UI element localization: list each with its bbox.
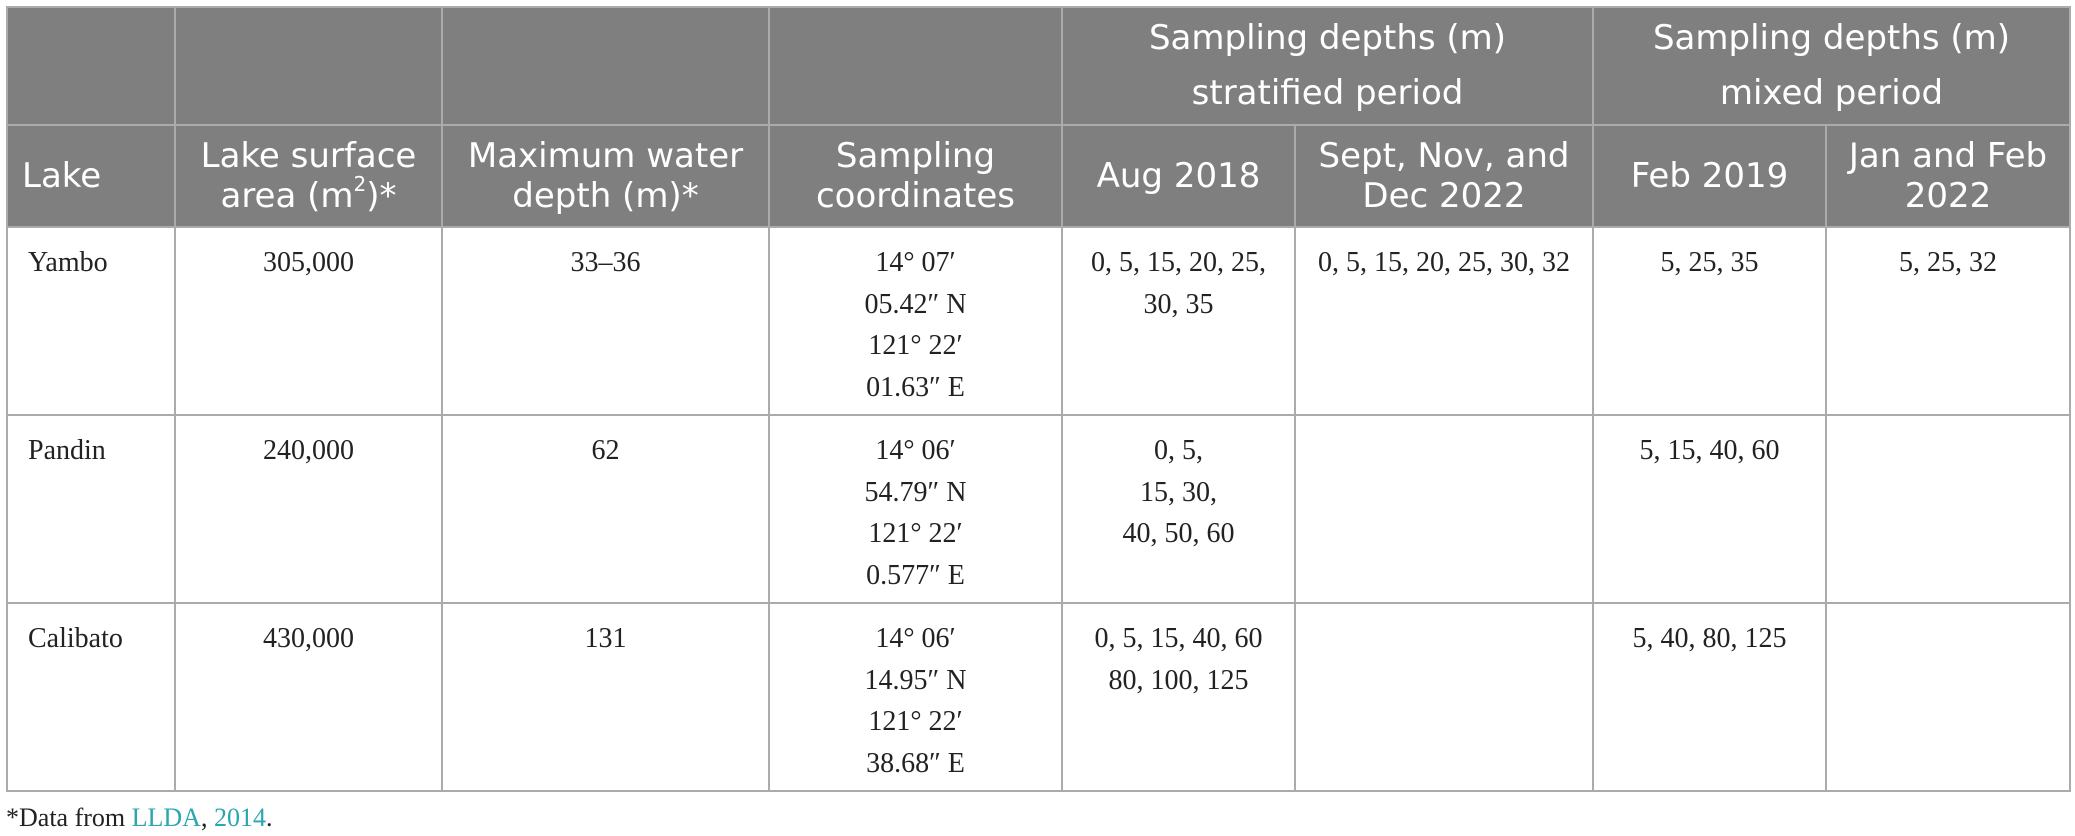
cell-lake: Calibato <box>6 602 176 792</box>
header-blank-3 <box>441 6 770 126</box>
cell-feb2019: 5, 40, 80, 125 <box>1592 602 1827 792</box>
header-surface-area-sup: 2 <box>353 171 367 196</box>
header-surface-area-end: )* <box>366 176 397 216</box>
footnote-link-2014[interactable]: 2014 <box>213 803 266 832</box>
header-coords: Sampling coordinates <box>768 124 1063 228</box>
cell-line: 80, 100, 125 <box>1108 664 1249 696</box>
header-sept-dec2022: Sept, Nov, and Dec 2022 <box>1294 124 1594 228</box>
cell-line: 5, 25, 32 <box>1899 247 1997 278</box>
cell-jan-feb2022 <box>1825 602 2071 792</box>
cell-aug2018: 0, 5, 15, 40, 60 80, 100, 125 <box>1061 602 1296 792</box>
table-body: Yambo 305,000 33–36 14° 07′ 05.42″ N 121° 22′… <box>6 226 2071 792</box>
cell-sept-dec2022 <box>1294 414 1594 604</box>
header-group-mixed: Sampling depths (m) mixed period <box>1592 6 2071 126</box>
cell-line: 01.63″ E <box>866 371 965 403</box>
table-container: Sampling depths (m) stratified period Sa… <box>6 6 2071 792</box>
header-jan-feb2022: Jan and Feb 2022 <box>1825 124 2071 228</box>
cell-depth: 62 <box>441 414 770 604</box>
footnote: *Data from LLDA, 2014. <box>6 803 272 833</box>
cell-line: 0.577″ E <box>866 559 965 591</box>
cell-line: 14° 07′ <box>875 247 956 278</box>
cell-sept-dec2022 <box>1294 602 1594 792</box>
cell-coords: 14° 06′ 14.95″ N 121° 22′ 38.68″ E <box>768 602 1063 792</box>
header-blank-4 <box>768 6 1063 126</box>
table-row: Calibato 430,000 131 14° 06′ 14.95″ N 121° 22… <box>6 602 2071 792</box>
cell-jan-feb2022: 5, 25, 32 <box>1825 226 2071 416</box>
cell-line: 38.68″ E <box>866 747 965 779</box>
header-group-stratified: Sampling depths (m) stratified period <box>1061 6 1594 126</box>
cell-line: 0, 5, 15, 20, 25, 30, 32 <box>1318 247 1570 278</box>
cell-depth: 33–36 <box>441 226 770 416</box>
header-feb2019: Feb 2019 <box>1592 124 1827 228</box>
cell-line: 5, 40, 80, 125 <box>1632 623 1787 654</box>
cell-line: 0, 5, <box>1154 435 1203 466</box>
cell-line: 05.42″ N <box>864 288 967 320</box>
footnote-suffix: . <box>265 803 273 832</box>
cell-line: 121° 22′ <box>868 330 963 361</box>
cell-depth: 131 <box>441 602 770 792</box>
cell-area: 305,000 <box>174 226 443 416</box>
header-group-mixed-line2: mixed period <box>1719 73 1944 113</box>
cell-line: 15, 30, <box>1140 476 1217 508</box>
footnote-sep: , <box>200 803 214 832</box>
cell-line: 54.79″ N <box>864 476 967 508</box>
header-group-stratified-line1: Sampling depths (m) <box>1148 18 1507 58</box>
lake-sampling-table: Sampling depths (m) stratified period Sa… <box>6 6 2071 792</box>
table-row: Yambo 305,000 33–36 14° 07′ 05.42″ N 121° 22′… <box>6 226 2071 416</box>
cell-feb2019: 5, 15, 40, 60 <box>1592 414 1827 604</box>
cell-feb2019: 5, 25, 35 <box>1592 226 1827 416</box>
cell-area: 240,000 <box>174 414 443 604</box>
cell-aug2018: 0, 5, 15, 20, 25, 30, 35 <box>1061 226 1296 416</box>
cell-line: 30, 35 <box>1143 288 1214 320</box>
header-max-depth: Maximum water depth (m)* <box>441 124 770 228</box>
table-row: Pandin 240,000 62 14° 06′ 54.79″ N 121° 22′ 0.… <box>6 414 2071 604</box>
cell-line: 121° 22′ <box>868 706 963 737</box>
header-row-groups: Sampling depths (m) stratified period Sa… <box>6 6 2071 126</box>
cell-aug2018: 0, 5, 15, 30, 40, 50, 60 <box>1061 414 1296 604</box>
cell-line: 0, 5, 15, 20, 25, <box>1091 247 1266 278</box>
header-surface-area: Lake surface area (m2)* <box>174 124 443 228</box>
header-blank-2 <box>174 6 443 126</box>
cell-area: 430,000 <box>174 602 443 792</box>
header-group-stratified-line2: stratified period <box>1191 73 1464 113</box>
header-blank-1 <box>6 6 176 126</box>
cell-line: 14° 06′ <box>875 435 956 466</box>
header-row-columns: Lake Lake surface area (m2)* Maximum wat… <box>6 124 2071 228</box>
cell-jan-feb2022 <box>1825 414 2071 604</box>
cell-line: 0, 5, 15, 40, 60 <box>1094 623 1263 654</box>
footnote-link-llda[interactable]: LLDA <box>131 803 201 832</box>
table-header: Sampling depths (m) stratified period Sa… <box>6 6 2071 228</box>
cell-sept-dec2022: 0, 5, 15, 20, 25, 30, 32 <box>1294 226 1594 416</box>
header-aug2018: Aug 2018 <box>1061 124 1296 228</box>
cell-line: 14° 06′ <box>875 623 956 654</box>
footnote-prefix: *Data from <box>6 803 132 832</box>
cell-line: 121° 22′ <box>868 518 963 549</box>
header-group-mixed-line1: Sampling depths (m) <box>1652 18 2011 58</box>
cell-coords: 14° 06′ 54.79″ N 121° 22′ 0.577″ E <box>768 414 1063 604</box>
cell-line: 5, 25, 35 <box>1660 247 1759 278</box>
cell-line: 14.95″ N <box>864 664 967 696</box>
header-surface-area-text: Lake surface area (m <box>200 136 417 216</box>
cell-line: 5, 15, 40, 60 <box>1639 435 1780 466</box>
cell-coords: 14° 07′ 05.42″ N 121° 22′ 01.63″ E <box>768 226 1063 416</box>
cell-lake: Yambo <box>6 226 176 416</box>
header-lake: Lake <box>6 124 176 228</box>
cell-lake: Pandin <box>6 414 176 604</box>
cell-line: 40, 50, 60 <box>1122 518 1235 549</box>
